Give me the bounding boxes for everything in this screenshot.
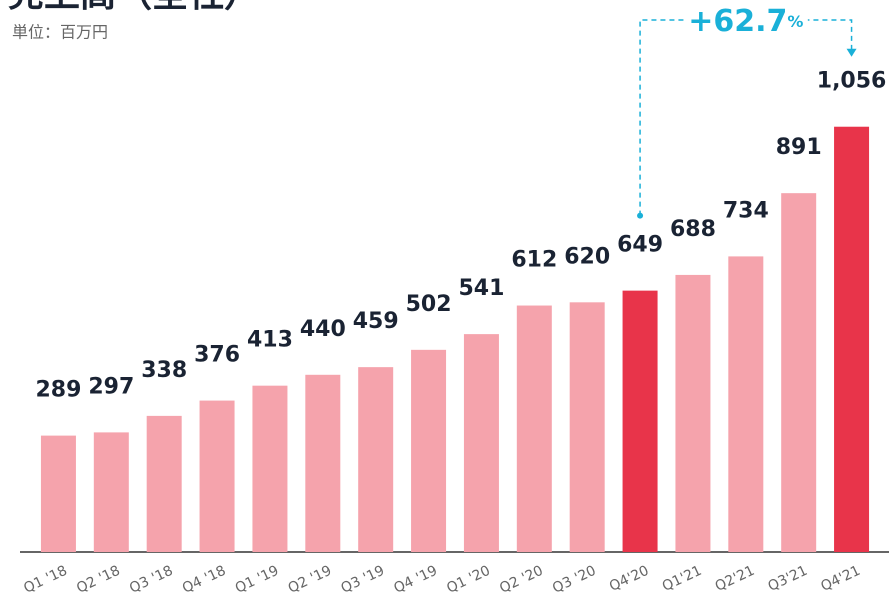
arrow-head xyxy=(846,48,857,57)
x-tick-label: Q3 '19 xyxy=(339,563,387,597)
x-tick-label: Q3 '20 xyxy=(550,563,598,597)
x-tick-label: Q2'21 xyxy=(713,563,757,595)
value-label: 289 xyxy=(35,378,81,403)
value-label: 612 xyxy=(511,248,557,273)
bar xyxy=(781,193,817,553)
growth-unit: % xyxy=(787,12,803,31)
x-tick-label: Q2 '18 xyxy=(74,563,122,597)
value-label: 502 xyxy=(406,292,452,317)
chart-title: 売上高（全社） xyxy=(8,0,260,15)
bar xyxy=(305,374,341,552)
bar xyxy=(728,256,764,552)
x-tick-label: Q3 '18 xyxy=(127,563,175,597)
x-tick-label: Q4'21 xyxy=(818,563,862,595)
bar xyxy=(463,334,499,552)
bar xyxy=(199,400,235,552)
x-tick-label: Q4 '19 xyxy=(391,563,439,597)
x-tick-label: Q3'21 xyxy=(766,563,810,595)
bar xyxy=(40,435,76,552)
bar xyxy=(622,290,658,552)
value-label: 440 xyxy=(300,317,346,342)
growth-annotation: +62.7% xyxy=(688,4,803,39)
value-label: 413 xyxy=(247,328,293,353)
value-label: 620 xyxy=(564,244,610,269)
value-label: 541 xyxy=(458,276,504,301)
x-tick-label: Q2 '19 xyxy=(286,563,334,597)
chart-subtitle: 単位：百万円 xyxy=(12,23,108,42)
bar xyxy=(411,349,447,552)
x-tick-label: Q4 '18 xyxy=(180,563,228,597)
x-tick-label: Q1 '18 xyxy=(21,563,69,597)
bar xyxy=(93,432,129,552)
bar xyxy=(569,302,605,552)
x-tick-label: Q1 '20 xyxy=(444,563,492,597)
value-label: 891 xyxy=(776,135,822,160)
value-label: 376 xyxy=(194,343,240,368)
value-label: 338 xyxy=(141,358,187,383)
x-tick-label: Q1 '19 xyxy=(233,563,281,597)
value-label: 649 xyxy=(617,233,663,258)
value-label: 734 xyxy=(723,198,769,223)
bar xyxy=(358,367,394,552)
value-label: 459 xyxy=(353,309,399,334)
x-tick-label: Q2 '20 xyxy=(497,563,545,597)
bar xyxy=(516,305,552,552)
x-tick-label: Q1'21 xyxy=(660,563,704,595)
bar xyxy=(675,274,711,552)
value-label: 1,056 xyxy=(817,69,887,94)
bar xyxy=(146,415,182,552)
value-label: 297 xyxy=(88,374,134,399)
annotation-bg xyxy=(683,2,808,38)
growth-arrow xyxy=(639,19,853,216)
bar xyxy=(252,385,288,552)
value-label: 688 xyxy=(670,217,716,242)
x-tick-label: Q4'20 xyxy=(607,563,651,595)
growth-value: +62.7 xyxy=(688,4,787,39)
bar xyxy=(834,126,870,552)
